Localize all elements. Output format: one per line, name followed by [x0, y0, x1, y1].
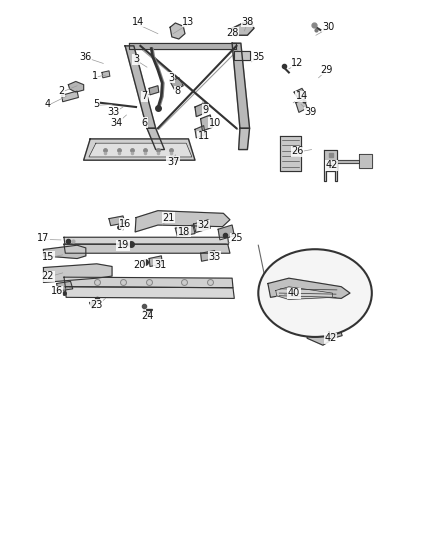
- Polygon shape: [130, 43, 237, 49]
- Text: 4: 4: [45, 99, 51, 109]
- Text: 14: 14: [296, 91, 308, 101]
- Polygon shape: [307, 322, 332, 345]
- Polygon shape: [234, 51, 250, 60]
- Polygon shape: [135, 211, 230, 232]
- Text: 23: 23: [91, 300, 103, 310]
- Text: 40: 40: [288, 288, 300, 298]
- Polygon shape: [170, 23, 185, 39]
- Text: 39: 39: [304, 107, 317, 117]
- Ellipse shape: [258, 249, 372, 337]
- Text: 38: 38: [241, 17, 254, 27]
- Text: 15: 15: [42, 252, 54, 262]
- Polygon shape: [296, 99, 307, 112]
- Polygon shape: [175, 225, 195, 237]
- Polygon shape: [149, 86, 159, 95]
- Text: 1: 1: [92, 71, 98, 81]
- Polygon shape: [149, 256, 162, 266]
- Text: 33: 33: [107, 107, 120, 117]
- Polygon shape: [64, 237, 229, 244]
- Polygon shape: [239, 128, 250, 150]
- Polygon shape: [325, 326, 342, 340]
- Text: 8: 8: [174, 86, 180, 96]
- Text: 7: 7: [141, 91, 148, 101]
- Text: 42: 42: [324, 333, 336, 343]
- Text: 12: 12: [291, 59, 304, 68]
- Text: 10: 10: [208, 118, 221, 128]
- Text: 5: 5: [94, 99, 100, 109]
- Polygon shape: [329, 163, 333, 166]
- Polygon shape: [68, 82, 84, 92]
- Polygon shape: [65, 287, 234, 298]
- Polygon shape: [43, 245, 86, 259]
- Polygon shape: [276, 287, 332, 300]
- Text: 2: 2: [59, 86, 65, 96]
- Polygon shape: [359, 154, 372, 168]
- Text: 34: 34: [110, 118, 123, 128]
- Polygon shape: [201, 251, 215, 261]
- Text: 9: 9: [203, 104, 209, 115]
- Text: 32: 32: [198, 220, 210, 230]
- Polygon shape: [194, 220, 210, 232]
- Text: 21: 21: [162, 213, 175, 223]
- Text: 24: 24: [141, 311, 153, 321]
- Text: 19: 19: [117, 240, 129, 250]
- Polygon shape: [89, 143, 192, 157]
- Polygon shape: [147, 128, 164, 150]
- Polygon shape: [324, 150, 337, 181]
- Polygon shape: [109, 216, 125, 225]
- Polygon shape: [337, 160, 359, 163]
- Text: 13: 13: [182, 17, 194, 27]
- Polygon shape: [294, 88, 306, 99]
- Polygon shape: [201, 115, 212, 131]
- Polygon shape: [64, 244, 230, 253]
- Text: 29: 29: [320, 65, 332, 75]
- Text: 28: 28: [226, 28, 238, 38]
- Polygon shape: [280, 136, 301, 171]
- Text: 36: 36: [80, 52, 92, 61]
- Polygon shape: [84, 139, 195, 160]
- Text: 17: 17: [37, 233, 49, 244]
- Text: 14: 14: [132, 17, 145, 27]
- Text: 11: 11: [198, 131, 210, 141]
- Polygon shape: [329, 154, 333, 157]
- Text: 18: 18: [178, 227, 190, 237]
- Text: 42: 42: [325, 160, 338, 171]
- Polygon shape: [232, 23, 254, 35]
- Polygon shape: [218, 225, 234, 240]
- Polygon shape: [195, 103, 207, 117]
- Text: 31: 31: [154, 260, 166, 270]
- Polygon shape: [195, 126, 205, 138]
- Polygon shape: [232, 43, 250, 128]
- Polygon shape: [102, 71, 110, 78]
- Text: 6: 6: [142, 118, 148, 128]
- Text: 16: 16: [50, 286, 63, 296]
- Text: 16: 16: [119, 219, 131, 229]
- Polygon shape: [64, 277, 233, 288]
- Text: 25: 25: [230, 233, 243, 244]
- Text: 30: 30: [322, 22, 334, 33]
- Text: 3: 3: [133, 54, 139, 64]
- Polygon shape: [57, 281, 73, 291]
- Polygon shape: [62, 91, 78, 102]
- Text: 37: 37: [167, 157, 179, 167]
- Text: 3: 3: [168, 73, 174, 83]
- Polygon shape: [43, 264, 112, 282]
- Polygon shape: [170, 78, 183, 90]
- Text: 20: 20: [133, 260, 146, 270]
- Polygon shape: [125, 46, 155, 128]
- Text: 35: 35: [252, 52, 265, 61]
- Text: 22: 22: [42, 271, 54, 281]
- Text: 33: 33: [208, 252, 221, 262]
- Polygon shape: [268, 278, 350, 298]
- Text: 26: 26: [291, 146, 304, 156]
